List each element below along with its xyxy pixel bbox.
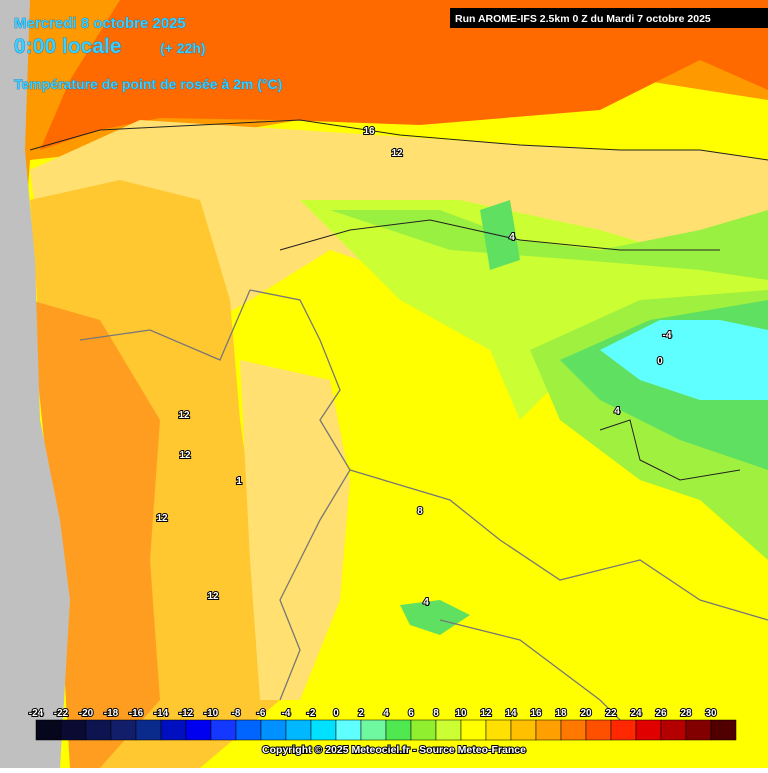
colorbar-swatch bbox=[560, 719, 587, 741]
colorbar-swatch bbox=[335, 719, 362, 741]
colorbar-tick: -12 bbox=[179, 708, 194, 719]
colorbar-swatch bbox=[235, 719, 262, 741]
colorbar-tick: -22 bbox=[54, 708, 69, 719]
colorbar-tick: 18 bbox=[555, 708, 567, 719]
contour-label: 1 bbox=[236, 476, 242, 487]
colorbar-tick: -10 bbox=[204, 708, 219, 719]
colorbar-swatch bbox=[60, 719, 87, 741]
colorbar-tick: 24 bbox=[630, 708, 642, 719]
contour-label: 12 bbox=[179, 450, 191, 461]
contour-label: 4 bbox=[423, 597, 429, 608]
run-box bbox=[450, 8, 768, 28]
colorbar-swatch bbox=[485, 719, 512, 741]
colorbar-tick: 26 bbox=[655, 708, 667, 719]
contour-label: 16 bbox=[363, 126, 375, 137]
contour-label: 8 bbox=[417, 506, 423, 517]
colorbar-swatch bbox=[460, 719, 487, 741]
colorbar-swatch bbox=[685, 719, 712, 741]
contour-label: 12 bbox=[178, 410, 190, 421]
colorbar-tick: 4 bbox=[383, 708, 389, 719]
contour-label: -4 bbox=[663, 330, 672, 341]
colorbar-tick: -24 bbox=[29, 708, 44, 719]
time: 0:00 locale bbox=[14, 35, 121, 58]
colorbar-swatch bbox=[710, 719, 737, 741]
colorbar-swatch bbox=[310, 719, 337, 741]
variable: Température de point de rosée à 2m (°C) bbox=[14, 76, 282, 92]
colorbar-tick: -14 bbox=[154, 708, 169, 719]
run-info: Run AROME-IFS 2.5km 0 Z du Mardi 7 octob… bbox=[455, 13, 711, 25]
colorbar-tick: 20 bbox=[580, 708, 592, 719]
contour-label: 12 bbox=[391, 148, 403, 159]
colorbar-swatch bbox=[660, 719, 687, 741]
colorbar-tick: 28 bbox=[680, 708, 692, 719]
colorbar-tick: -16 bbox=[129, 708, 144, 719]
contour-label: 12 bbox=[207, 591, 219, 602]
colorbar-tick: 8 bbox=[433, 708, 439, 719]
colorbar-tick: 12 bbox=[480, 708, 492, 719]
colorbar-tick: 6 bbox=[408, 708, 414, 719]
contour-label: 0 bbox=[657, 356, 663, 367]
colorbar-swatch bbox=[110, 719, 137, 741]
copyright: Copyright © 2025 Meteociel.fr - Source M… bbox=[262, 744, 526, 756]
colorbar-swatch bbox=[585, 719, 612, 741]
colorbar-swatch bbox=[85, 719, 112, 741]
contour-label: 4 bbox=[614, 406, 620, 417]
colorbar-swatch bbox=[185, 719, 212, 741]
contour-label: 12 bbox=[156, 513, 168, 524]
colorbar-swatch bbox=[385, 719, 412, 741]
colorbar-swatch bbox=[610, 719, 637, 741]
colorbar-tick: -4 bbox=[282, 708, 291, 719]
colorbar-swatch bbox=[285, 719, 312, 741]
colorbar-swatch bbox=[535, 719, 562, 741]
colorbar-tick: 14 bbox=[505, 708, 517, 719]
colorbar-tick: 2 bbox=[358, 708, 364, 719]
colorbar-tick: -8 bbox=[232, 708, 241, 719]
date: Mercredi 8 octobre 2025 bbox=[14, 15, 186, 32]
colorbar-swatch bbox=[435, 719, 462, 741]
colorbar-swatch bbox=[410, 719, 437, 741]
colorbar-swatch bbox=[35, 719, 62, 741]
colorbar-swatch bbox=[360, 719, 387, 741]
colorbar-tick: -2 bbox=[307, 708, 316, 719]
colorbar-tick: -18 bbox=[104, 708, 119, 719]
colorbar-tick: 0 bbox=[333, 708, 339, 719]
colorbar-swatch bbox=[135, 719, 162, 741]
colorbar-tick: 16 bbox=[530, 708, 542, 719]
colorbar-swatch bbox=[210, 719, 237, 741]
colorbar-tick: 10 bbox=[455, 708, 467, 719]
offset: (+ 22h) bbox=[160, 40, 206, 56]
colorbar-swatch bbox=[510, 719, 537, 741]
contour-label: 4 bbox=[509, 232, 515, 243]
colorbar-swatch bbox=[635, 719, 662, 741]
colorbar-tick: -20 bbox=[79, 708, 94, 719]
colorbar-swatch bbox=[260, 719, 287, 741]
colorbar-tick: 22 bbox=[605, 708, 617, 719]
colorbar-tick: -6 bbox=[257, 708, 266, 719]
colorbar-swatch bbox=[160, 719, 187, 741]
colorbar-tick: 30 bbox=[705, 708, 717, 719]
